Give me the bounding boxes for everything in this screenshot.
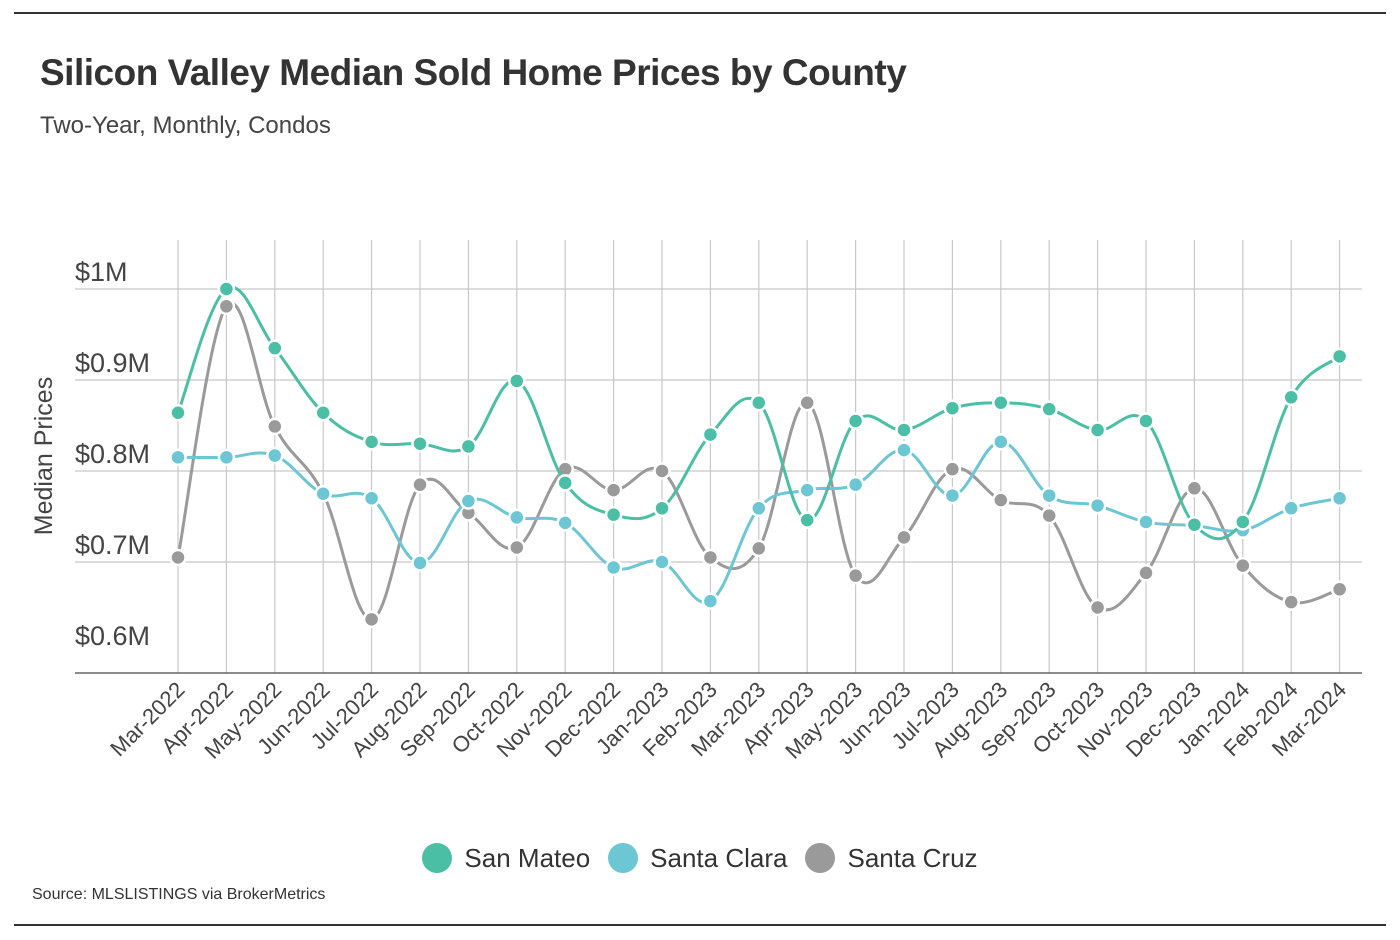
data-point-santa-clara (169, 448, 187, 467)
data-point-santa-clara (1282, 499, 1300, 518)
data-point-santa-clara (1330, 489, 1349, 508)
source-note: Source: MLSLISTINGS via BrokerMetrics (32, 886, 326, 903)
series-line-santa-cruz (176, 301, 1341, 621)
legend-swatch-santa-clara (608, 843, 639, 873)
data-point-san-mateo (217, 280, 236, 298)
data-point-santa-cruz (604, 481, 623, 499)
data-point-san-mateo (266, 339, 284, 357)
data-point-san-mateo (459, 437, 478, 456)
data-point-santa-clara (266, 446, 284, 465)
data-point-santa-cruz (1137, 564, 1155, 582)
data-point-san-mateo (653, 499, 671, 518)
series-san-mateo (169, 280, 1349, 541)
data-point-santa-cruz (943, 460, 962, 478)
data-point-san-mateo (1185, 515, 1204, 534)
legend-label-santa-cruz: Santa Cruz (847, 842, 978, 873)
data-point-san-mateo (1088, 421, 1107, 439)
y-axis-label: Median Prices (30, 377, 58, 535)
data-point-santa-cruz (508, 538, 526, 557)
data-point-san-mateo (362, 433, 381, 451)
legend-label-san-mateo: San Mateo (464, 842, 591, 873)
data-point-santa-clara (701, 592, 720, 610)
data-point-santa-cruz (169, 548, 187, 567)
data-point-san-mateo (411, 434, 429, 453)
data-point-santa-cruz (362, 610, 381, 629)
data-point-san-mateo (943, 399, 962, 417)
chart-legend: San Mateo Santa Clara Santa Cruz (0, 838, 1400, 878)
legend-swatch-san-mateo (422, 843, 453, 873)
data-point-santa-clara (459, 492, 478, 510)
data-point-santa-clara (846, 475, 865, 494)
data-point-santa-cruz (653, 462, 671, 480)
data-point-santa-clara (895, 441, 913, 459)
grid-lines (75, 240, 1362, 674)
data-point-santa-clara (1137, 513, 1155, 531)
data-point-santa-clara (798, 481, 816, 499)
data-point-san-mateo (846, 412, 865, 430)
data-point-san-mateo (750, 394, 768, 412)
data-point-santa-cruz (846, 566, 865, 585)
data-point-santa-cruz (217, 297, 236, 316)
data-point-san-mateo (798, 511, 816, 529)
data-point-santa-clara (1040, 486, 1058, 505)
data-point-santa-clara (943, 486, 962, 505)
data-point-san-mateo (169, 404, 187, 422)
data-point-san-mateo (895, 421, 913, 439)
data-point-san-mateo (604, 505, 623, 524)
chart-title: Silicon Valley Median Sold Home Prices b… (40, 52, 907, 93)
data-point-san-mateo (992, 394, 1010, 412)
legend-swatch-santa-cruz (805, 843, 836, 873)
data-point-santa-cruz (1185, 479, 1204, 498)
data-point-santa-cruz (1330, 580, 1349, 599)
legend-item-santa-clara: Santa Clara (608, 843, 787, 874)
data-point-santa-clara (750, 499, 768, 518)
data-point-santa-clara (556, 514, 574, 532)
chart-subtitle: Two-Year, Monthly, Condos (40, 112, 331, 139)
data-point-santa-cruz (895, 528, 913, 547)
data-point-santa-cruz (992, 491, 1010, 509)
bottom-rule (14, 924, 1386, 926)
data-point-san-mateo (1040, 400, 1058, 418)
data-point-san-mateo (701, 425, 720, 444)
data-point-san-mateo (1282, 388, 1300, 407)
legend-item-san-mateo: San Mateo (422, 843, 590, 874)
data-point-santa-cruz (1282, 593, 1300, 611)
y-tick-label: $0.7M (75, 530, 150, 560)
data-point-santa-clara (362, 489, 381, 508)
data-point-santa-cruz (411, 475, 429, 494)
data-point-santa-clara (1088, 496, 1107, 515)
data-point-santa-cruz (1040, 506, 1058, 525)
data-point-santa-cruz (1088, 598, 1107, 617)
y-tick-label: $1M (75, 257, 128, 287)
data-point-santa-clara (604, 558, 623, 577)
data-point-san-mateo (556, 474, 574, 492)
y-tick-label: $0.9M (75, 348, 150, 378)
data-point-santa-cruz (750, 539, 768, 558)
data-point-san-mateo (1330, 347, 1349, 366)
data-point-santa-clara (314, 485, 332, 503)
legend-label-santa-clara: Santa Clara (650, 842, 788, 873)
top-rule (14, 12, 1386, 14)
data-point-santa-clara (411, 554, 429, 572)
y-tick-label: $0.8M (75, 439, 150, 469)
data-point-san-mateo (314, 404, 332, 422)
data-point-santa-cruz (701, 548, 720, 567)
data-point-santa-cruz (798, 394, 816, 412)
data-point-san-mateo (1137, 412, 1155, 430)
data-point-san-mateo (508, 372, 526, 390)
y-tick-label: $0.6M (75, 621, 150, 651)
data-point-santa-clara (992, 433, 1010, 451)
legend-item-santa-cruz: Santa Cruz (805, 842, 978, 874)
data-point-santa-clara (653, 553, 671, 571)
data-point-santa-clara (217, 448, 236, 467)
data-point-santa-cruz (266, 417, 284, 436)
data-point-santa-clara (508, 508, 526, 527)
data-point-san-mateo (1234, 513, 1252, 531)
data-point-santa-cruz (1234, 556, 1252, 575)
